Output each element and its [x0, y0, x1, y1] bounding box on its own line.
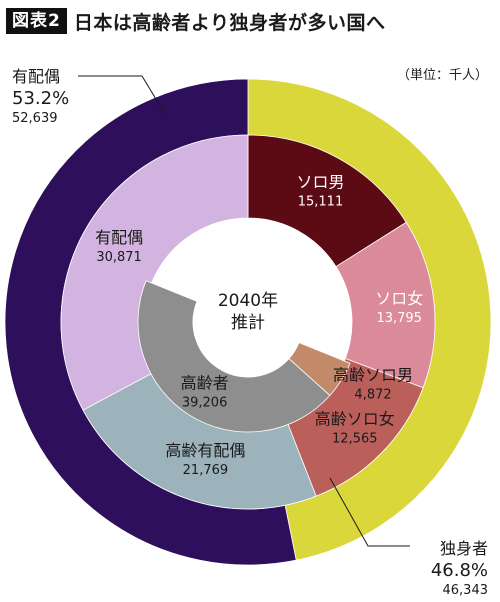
outer-label-name-married: 有配偶: [12, 67, 60, 86]
inner-label-value-elderly-solo-men: 4,872: [354, 387, 391, 402]
center-label-estimate: 推計: [231, 313, 265, 333]
middle-label-value-solo-men: 15,111: [298, 195, 344, 210]
middle-label-name-married: 有配偶: [95, 228, 143, 247]
middle-label-name-solo-men: ソロ男: [296, 173, 344, 192]
outer-label-percent-single: 46.8%: [431, 560, 488, 581]
center-label-year: 2040年: [218, 291, 278, 311]
chart-title: 日本は高齢者より独身者が多い国へ: [73, 11, 386, 34]
outer-label-name-single: 独身者: [440, 539, 488, 558]
slice-labels: 有配偶 53.2% 52,639 独身者 46.8% 46,343 ソロ男 15,111 ソロ女…: [12, 67, 488, 598]
inner-label-value-elderly: 39,206: [182, 396, 228, 411]
middle-label-value-solo-women: 13,795: [376, 311, 422, 326]
middle-label-value-elderly-married: 21,769: [183, 463, 229, 478]
unit-note: （単位：千人）: [396, 68, 488, 83]
middle-label-value-married: 30,871: [96, 250, 142, 265]
figure-number-badge: 図表2: [6, 8, 67, 34]
figure-header: 図表2 日本は高齢者より独身者が多い国へ: [6, 6, 385, 36]
inner-ring-slice-1: [137, 280, 331, 433]
leader-single: [329, 477, 410, 547]
leader-lines: [78, 75, 410, 547]
outer-label-percent-married: 53.2%: [12, 88, 69, 109]
middle-label-name-solo-women: ソロ女: [375, 289, 423, 308]
leader-married: [78, 75, 166, 115]
middle-ring: [60, 134, 436, 510]
middle-label-value-elderly-solo-women: 12,565: [332, 431, 378, 446]
middle-label-name-elderly-solo-women: 高齢ソロ女: [315, 409, 395, 428]
inner-ring: [137, 280, 351, 433]
inner-label-name-elderly: 高齢者: [181, 374, 229, 393]
outer-label-value-married: 52,639: [12, 111, 58, 126]
inner-label-name-elderly-solo-men: 高齢ソロ男: [333, 365, 413, 384]
middle-label-name-elderly-married: 高齢有配偶: [165, 441, 245, 460]
outer-label-value-single: 46,343: [443, 583, 489, 598]
